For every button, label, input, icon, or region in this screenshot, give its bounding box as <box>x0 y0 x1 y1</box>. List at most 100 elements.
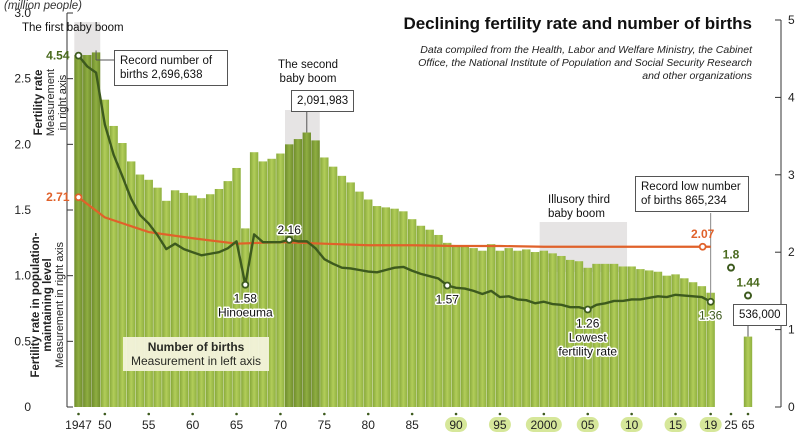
right-tick-label: 3 <box>788 168 795 182</box>
legend-births-sub: Measurement in left axis <box>131 354 262 368</box>
x-axis: 1947 50 55 60 65 70 75 80 85 90 95 2000 05 10 15 19 25 65 <box>65 412 755 432</box>
birth-bar-1988 <box>434 234 443 407</box>
legend-replacement-title: Fertility rate in population-maintaining… <box>30 232 54 378</box>
projection-births-callout: 536,000 <box>733 304 787 326</box>
birth-bar-1994 <box>486 244 496 407</box>
birth-bar-1957 <box>162 200 171 407</box>
x-tick-label: 90 <box>449 418 463 432</box>
label-rate-1989: 1.57 <box>436 292 460 306</box>
legend-fertility-title: Fertility rate <box>33 69 45 136</box>
x-tick-label: 75 <box>318 418 332 432</box>
birth-bar-1948 <box>83 55 92 407</box>
right-tick-label: 0 <box>788 400 795 414</box>
label-replacement-2019: 2.07 <box>691 227 715 241</box>
x-tick-label: 60 <box>186 418 200 432</box>
x-tick-dot-65 <box>746 412 750 416</box>
birth-bar-1958 <box>170 190 180 407</box>
right-tick-label: 5 <box>788 13 795 27</box>
label-lowest-1: Lowest <box>569 330 608 344</box>
birth-bar-1979 <box>355 191 364 407</box>
birth-bar-2015 <box>671 274 680 407</box>
birth-bar-1967 <box>249 152 259 407</box>
x-tick-dot-2000 <box>542 412 546 416</box>
left-tick-label: 3.0 <box>14 6 31 20</box>
x-tick-highlight <box>445 417 468 432</box>
x-tick-dot-25 <box>729 412 733 416</box>
birth-bar-1993 <box>478 250 487 407</box>
birth-bar-1961 <box>197 198 206 407</box>
birth-bar-2008 <box>609 263 619 407</box>
birth-bar-1947 <box>74 55 83 407</box>
birth-bar-1959 <box>179 192 189 407</box>
record-births-callout: Record number of births 2,696,638 <box>114 50 228 86</box>
x-tick-dot-1947 <box>77 412 80 416</box>
birth-bar-1954 <box>135 174 145 407</box>
birth-bar-1956 <box>153 187 162 407</box>
legend-fertility-sub: Measurement in right axis <box>45 68 69 137</box>
left-tick-label: 2.0 <box>14 137 31 151</box>
birth-bar-1966 <box>241 228 250 407</box>
birth-bar-2010 <box>627 266 636 407</box>
birth-bar-1980 <box>364 199 373 407</box>
x-tick-highlight <box>488 417 511 432</box>
legend-replacement: Fertility rate in population-maintaining… <box>30 220 66 390</box>
label-rate-2005: 1.26 <box>576 316 600 330</box>
birth-bar-1982 <box>381 207 390 407</box>
birth-bar-1962 <box>206 194 215 407</box>
x-tick-highlight <box>576 417 599 432</box>
marker-replacement-1947 <box>74 193 83 202</box>
birth-bar-2009 <box>618 266 628 407</box>
birth-bar-1974 <box>311 140 320 408</box>
x-tick-dot-05 <box>586 412 590 416</box>
x-tick-label: 10 <box>625 418 639 432</box>
right-tick-label: 4 <box>788 90 795 104</box>
x-tick-dot-15 <box>674 412 677 416</box>
birth-bar-2007 <box>601 263 610 407</box>
marker-replacement-2019 <box>698 242 707 251</box>
x-tick-label: 95 <box>493 418 507 432</box>
birth-bar-1960 <box>188 195 197 407</box>
x-tick-dot-65 <box>235 412 238 416</box>
birth-bar-1976 <box>328 166 338 407</box>
x-tick-label: 1947 <box>65 418 92 432</box>
fertility-rate-line <box>77 54 712 311</box>
birth-bar-1992 <box>469 248 478 407</box>
marker-2019 <box>706 297 715 306</box>
birth-bar-1997 <box>513 250 522 407</box>
birth-bar-1963 <box>214 188 224 407</box>
marker-2005 <box>583 305 592 314</box>
legend-fertility: Fertility rate Measurement in right axis <box>33 20 69 185</box>
birth-bar-1953 <box>126 161 136 407</box>
birth-bar-1985 <box>407 219 417 407</box>
birth-bar-1969 <box>267 158 276 407</box>
birth-bar-2006 <box>592 263 601 407</box>
third-baby-boom-label: Illusory third baby boom <box>548 194 610 220</box>
birth-bar-1971 <box>285 144 294 408</box>
birth-bar-1975 <box>320 157 329 407</box>
birth-bar-1952 <box>118 143 127 407</box>
x-tick-highlight <box>620 417 643 432</box>
birth-bar-2000 <box>539 250 549 407</box>
birth-bar-1999 <box>530 252 540 407</box>
x-tick-label: 70 <box>274 418 288 432</box>
x-tick-dot-70 <box>279 412 282 416</box>
birth-bar-1981 <box>372 206 382 407</box>
label-projection-2025: 1.8 <box>723 248 740 262</box>
births-bars <box>74 50 753 408</box>
record-low-callout: Record low number of births 865,234 <box>635 176 749 212</box>
x-tick-label: 80 <box>362 418 376 432</box>
marker-projection-2025 <box>727 263 735 272</box>
marker-1989 <box>443 281 452 290</box>
replacement-level-line <box>77 196 711 248</box>
birth-bar-1973 <box>302 132 311 407</box>
left-tick-label: 0 <box>24 400 31 414</box>
x-tick-dot-60 <box>191 412 194 416</box>
birth-bar-1996 <box>504 248 513 407</box>
birth-bar-1955 <box>144 179 153 407</box>
birth-bar-1987 <box>425 229 434 407</box>
birth-bar-1984 <box>399 211 408 407</box>
right-tick-label: 1 <box>788 323 795 337</box>
birth-bar-2019 <box>706 292 715 407</box>
x-tick-label: 65 <box>230 418 244 432</box>
birth-bar-1965 <box>232 167 241 407</box>
